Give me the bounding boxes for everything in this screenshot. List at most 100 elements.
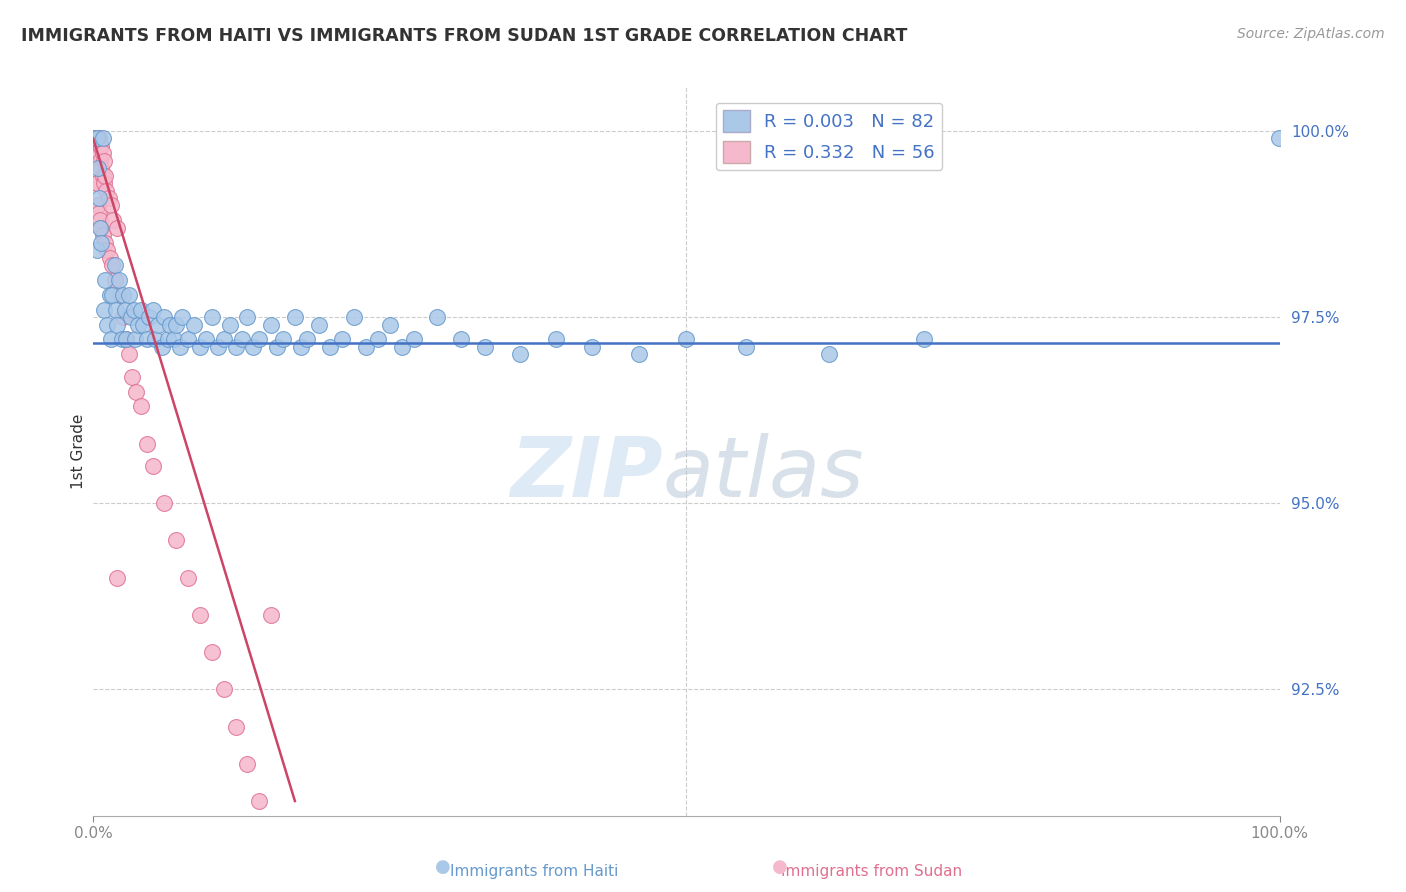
Point (103, 273, 125, 287)
Point (153, 496, 176, 510)
Point (84, 176, 107, 190)
Point (90, 235, 112, 250)
Point (93, 153, 115, 168)
Point (96, 184, 118, 198)
Point (94, 169, 117, 183)
Point (91, 146, 114, 161)
Point (391, 340, 413, 354)
Point (108, 273, 131, 287)
Point (122, 302, 145, 317)
Point (135, 333, 157, 347)
Point (90, 161, 112, 176)
Point (236, 756, 259, 771)
Text: ●: ● (772, 858, 789, 876)
Point (378, 318, 401, 332)
Point (115, 333, 138, 347)
Point (236, 310, 259, 325)
Point (108, 287, 131, 301)
Point (87, 146, 110, 161)
Point (93, 176, 115, 190)
Point (201, 310, 224, 325)
Point (89, 153, 111, 168)
Point (308, 318, 330, 332)
Point (354, 340, 377, 354)
Text: Source: ZipAtlas.com: Source: ZipAtlas.com (1237, 27, 1385, 41)
Point (426, 310, 449, 325)
Point (150, 340, 173, 354)
Point (1267, 131, 1289, 145)
Point (89, 139, 111, 153)
Point (94, 273, 117, 287)
Point (120, 310, 142, 325)
Point (129, 302, 152, 317)
Point (284, 310, 307, 325)
Point (86, 131, 108, 145)
Point (84, 131, 107, 145)
Point (93, 302, 115, 317)
Point (271, 333, 294, 347)
Point (509, 347, 531, 361)
Point (104, 302, 127, 317)
Point (183, 318, 205, 332)
Point (260, 607, 283, 622)
Point (734, 340, 756, 354)
Point (343, 310, 366, 325)
Point (544, 333, 567, 347)
Point (163, 333, 186, 347)
Point (100, 198, 122, 212)
Point (141, 458, 163, 473)
Point (89, 213, 111, 227)
Point (242, 340, 264, 354)
Point (212, 682, 235, 697)
Point (169, 340, 191, 354)
Point (101, 258, 124, 272)
Point (138, 310, 160, 325)
Point (156, 333, 179, 347)
Point (159, 318, 181, 332)
Point (129, 400, 152, 414)
Text: atlas: atlas (662, 433, 865, 514)
Point (90, 139, 112, 153)
Point (87, 131, 110, 145)
Point (201, 645, 224, 659)
Point (148, 318, 170, 332)
Point (225, 340, 247, 354)
Point (114, 302, 136, 317)
Point (100, 333, 122, 347)
Point (86, 243, 108, 257)
Point (295, 333, 318, 347)
Point (402, 333, 425, 347)
Point (177, 333, 200, 347)
Point (83, 131, 105, 145)
Point (87, 146, 110, 161)
Text: IMMIGRANTS FROM HAITI VS IMMIGRANTS FROM SUDAN 1ST GRADE CORRELATION CHART: IMMIGRANTS FROM HAITI VS IMMIGRANTS FROM… (21, 27, 907, 45)
Point (105, 318, 128, 332)
Point (105, 571, 128, 585)
Point (103, 258, 125, 272)
Point (165, 533, 187, 548)
Text: Immigrants from Sudan: Immigrants from Sudan (782, 863, 962, 879)
Point (141, 302, 163, 317)
Point (87, 206, 110, 220)
Point (111, 333, 134, 347)
Point (177, 571, 200, 585)
Point (817, 347, 839, 361)
Point (912, 333, 935, 347)
Point (101, 287, 124, 301)
Point (91, 228, 114, 243)
Point (91, 169, 114, 183)
Point (143, 333, 166, 347)
Text: Immigrants from Haiti: Immigrants from Haiti (450, 863, 619, 879)
Point (319, 340, 342, 354)
Point (125, 384, 148, 399)
Point (260, 318, 283, 332)
Point (330, 333, 353, 347)
Point (450, 333, 472, 347)
Point (127, 318, 149, 332)
Point (91, 131, 114, 145)
Point (247, 794, 270, 808)
Point (105, 220, 128, 235)
Point (84, 131, 107, 145)
Point (675, 333, 697, 347)
Point (84, 146, 107, 161)
